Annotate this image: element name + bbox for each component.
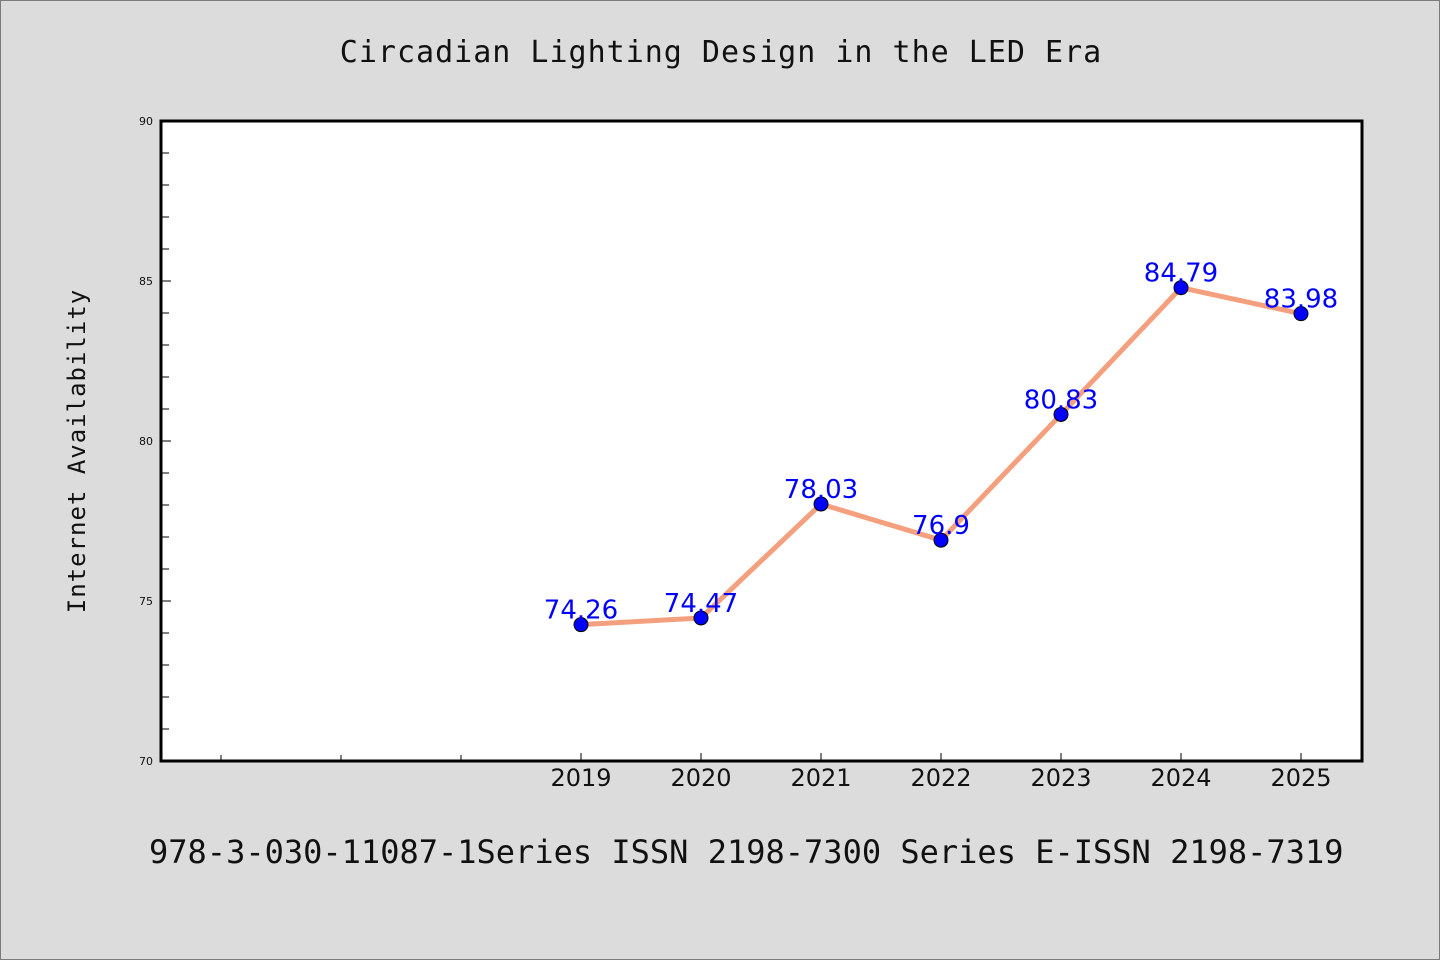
y-tick-label: 90 — [139, 115, 153, 128]
data-label: 84.79 — [1144, 259, 1218, 289]
data-point — [573, 617, 589, 633]
y-tick-label: 75 — [139, 595, 153, 608]
data-label: 80.83 — [1024, 385, 1098, 415]
x-tick-label: 2022 — [910, 764, 971, 792]
data-point — [1293, 306, 1309, 322]
y-tick-label: 80 — [139, 435, 153, 448]
data-label: 74.47 — [664, 589, 738, 619]
x-tick-label: 2025 — [1270, 764, 1331, 792]
x-tick-label: 2021 — [790, 764, 851, 792]
plot-area — [159, 119, 1364, 763]
x-tick-label: 2020 — [670, 764, 731, 792]
footer-isbn-text: 978-3-030-11087-1Series ISSN 2198-7300 S… — [149, 833, 1344, 871]
data-label: 76.9 — [912, 511, 970, 541]
data-point — [1053, 406, 1069, 422]
data-label: 74.26 — [544, 596, 618, 626]
y-tick-label: 85 — [139, 275, 153, 288]
x-tick-label: 2023 — [1030, 764, 1091, 792]
data-point — [933, 532, 949, 548]
x-tick-label: 2019 — [550, 764, 611, 792]
data-point — [1173, 280, 1189, 296]
data-label: 83.98 — [1264, 285, 1338, 315]
data-point — [813, 496, 829, 512]
data-label: 78.03 — [784, 475, 858, 505]
y-tick-label: 70 — [139, 755, 153, 768]
y-axis-label: Internet Availability — [63, 289, 91, 613]
chart-title: Circadian Lighting Design in the LED Era — [339, 35, 1103, 70]
x-tick-label: 2024 — [1150, 764, 1211, 792]
data-point — [693, 610, 709, 626]
